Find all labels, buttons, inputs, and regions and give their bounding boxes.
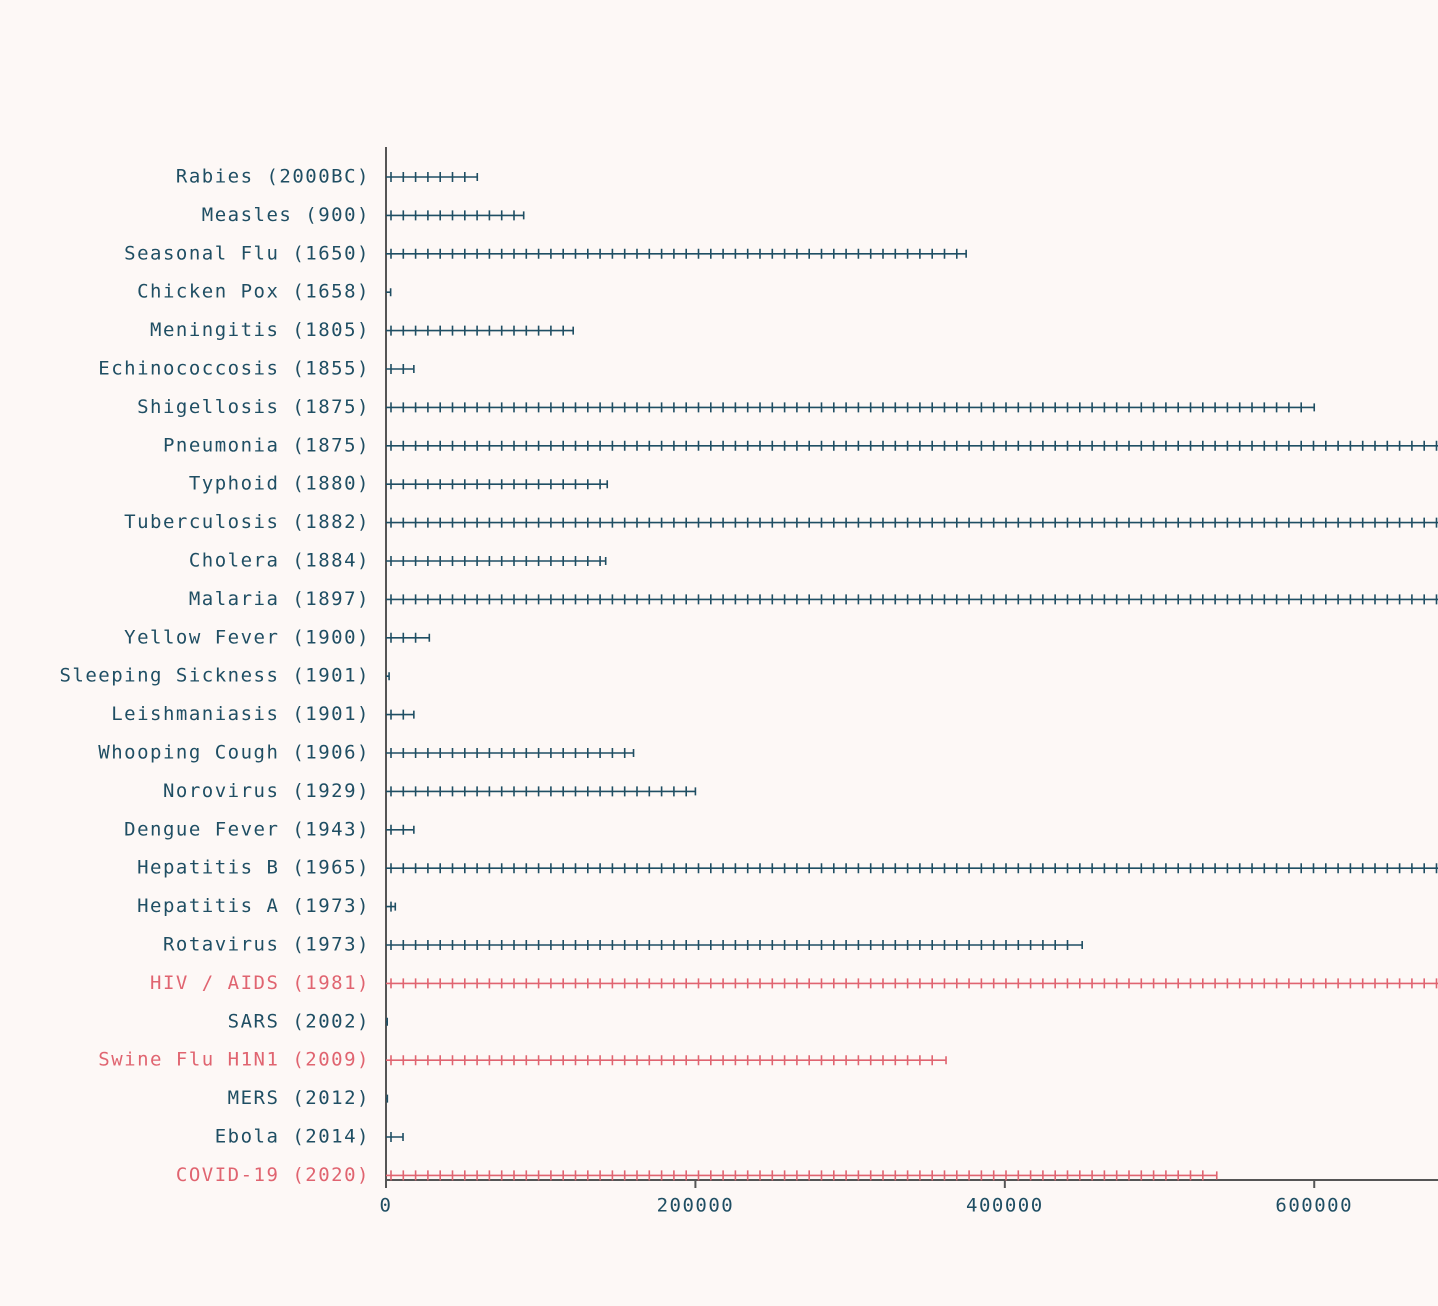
plus-bar	[386, 479, 609, 490]
plus-bar	[386, 786, 697, 797]
y-tick-label: Measles (900)	[202, 204, 370, 226]
y-tick-label: Tuberculosis (1882)	[124, 511, 370, 533]
plus-bar	[386, 288, 392, 297]
plus-bar	[386, 1055, 947, 1066]
x-tick-label: 600000	[1275, 1195, 1353, 1217]
y-tick-label: Leishmaniasis (1901)	[111, 703, 370, 725]
y-tick-label: Whooping Cough (1906)	[98, 742, 370, 764]
plus-bar	[386, 364, 415, 374]
plus-bar	[386, 824, 415, 835]
y-tick-label: Pneumonia (1875)	[163, 434, 370, 456]
y-tick-label: Malaria (1897)	[189, 588, 370, 610]
y-tick-label: Dengue Fever (1943)	[124, 818, 370, 840]
y-tick-label: Meningitis (1805)	[150, 319, 370, 341]
plus-bar	[386, 940, 1083, 950]
plus-bar	[386, 709, 415, 720]
x-tick-label: 400000	[966, 1195, 1044, 1217]
y-tick-label: Typhoid (1880)	[189, 473, 370, 495]
y-tick-label: HIV / AIDS (1981)	[150, 972, 370, 994]
plus-bar	[386, 402, 1316, 413]
plus-bar	[386, 556, 607, 566]
y-tick-label: SARS (2002)	[228, 1010, 370, 1032]
plus-bar	[386, 210, 525, 221]
x-tick-label: 200000	[657, 1195, 735, 1217]
plus-bar	[386, 978, 1438, 989]
plus-bar	[386, 1132, 404, 1142]
y-tick-label: MERS (2012)	[228, 1087, 370, 1109]
plus-bar	[386, 594, 1438, 605]
y-tick-label: Ebola (2014)	[215, 1126, 370, 1148]
plus-bar	[386, 901, 397, 912]
y-tick-label: Cholera (1884)	[189, 550, 370, 572]
plus-bar	[386, 1017, 388, 1026]
y-tick-label: Hepatitis A (1973)	[137, 895, 370, 917]
y-tick-label: Hepatitis B (1965)	[137, 857, 370, 879]
y-tick-label: Echinococcosis (1855)	[98, 358, 370, 380]
y-tick-label: Yellow Fever (1900)	[124, 626, 370, 648]
x-tick-label: 0	[380, 1195, 393, 1217]
plus-bar	[386, 672, 390, 681]
y-tick-label: Seasonal Flu (1650)	[124, 242, 370, 264]
y-tick-label: Norovirus (1929)	[163, 780, 370, 802]
plus-bar	[386, 748, 635, 758]
plus-bar	[386, 1170, 1218, 1181]
plus-bar	[386, 172, 479, 182]
y-tick-label: Rabies (2000BC)	[176, 166, 370, 188]
y-tick-label: COVID-19 (2020)	[176, 1164, 370, 1186]
plus-bar	[386, 325, 574, 336]
y-tick-label: Swine Flu H1N1 (2009)	[98, 1049, 370, 1071]
y-tick-label: Sleeping Sickness (1901)	[59, 665, 370, 687]
plus-bar	[386, 1094, 389, 1103]
plus-bar	[386, 517, 1438, 528]
y-tick-label: Chicken Pox (1658)	[137, 281, 370, 303]
y-tick-label: Rotavirus (1973)	[163, 934, 370, 956]
plus-bar	[386, 440, 1438, 451]
plus-bar	[386, 248, 967, 259]
plus-bar	[386, 632, 431, 643]
plus-bar	[386, 863, 1438, 874]
y-tick-label: Shigellosis (1875)	[137, 396, 370, 418]
